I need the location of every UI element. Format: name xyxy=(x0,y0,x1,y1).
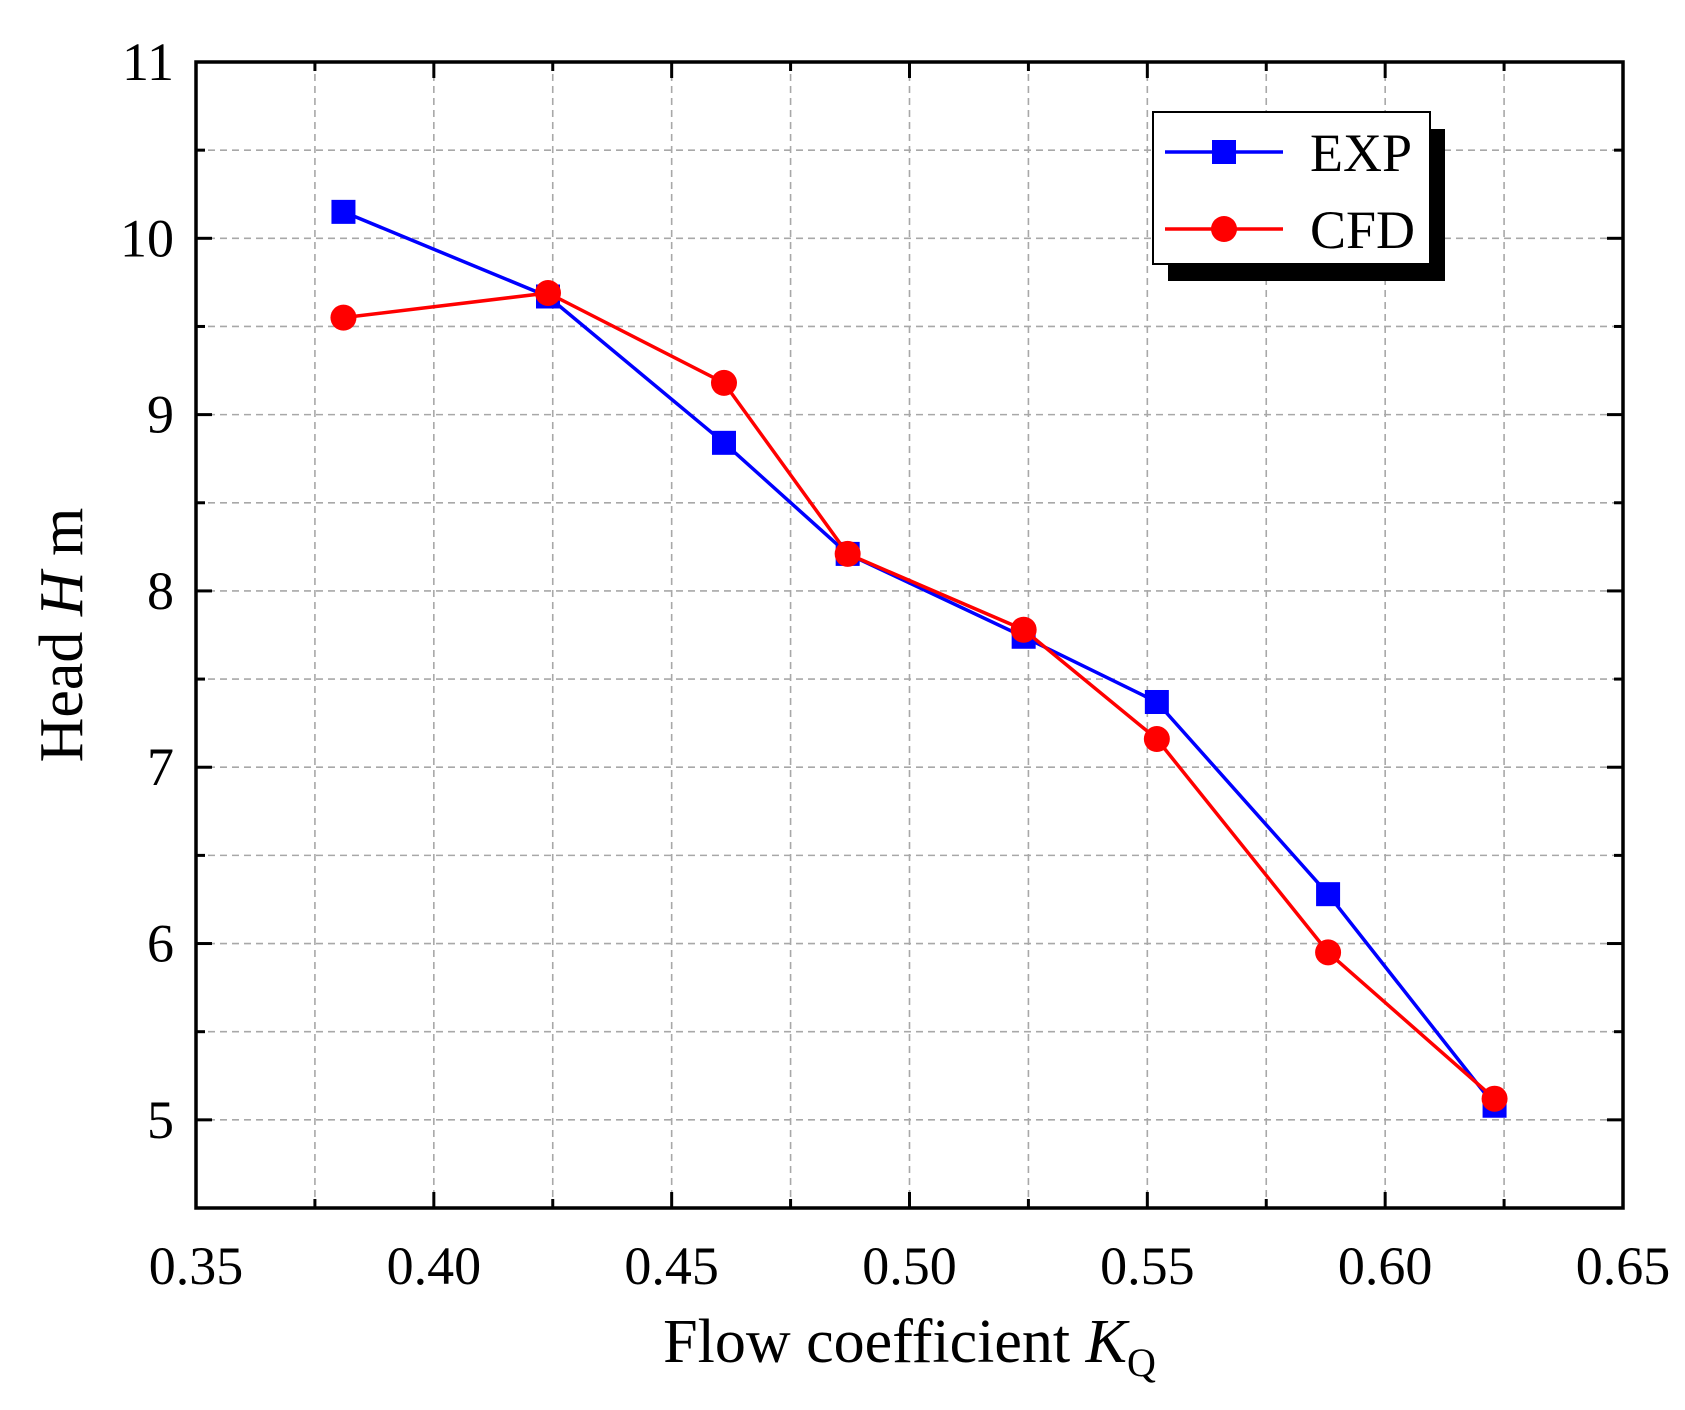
y-tick-label: 8 xyxy=(147,561,174,621)
data-point-cfd xyxy=(1010,616,1037,643)
series-cfd xyxy=(330,279,1508,1112)
legend-label-cfd: CFD xyxy=(1310,200,1415,260)
data-point-cfd xyxy=(710,369,737,396)
legend-label-exp: EXP xyxy=(1310,123,1412,183)
x-tick-label: 0.60 xyxy=(1338,1236,1433,1296)
x-tick-label: 0.40 xyxy=(387,1236,482,1296)
x-axis-title: Flow coefficient KQ xyxy=(663,1308,1156,1385)
y-tick-label: 9 xyxy=(147,385,174,445)
y-axis-title: Head H m xyxy=(28,508,96,763)
legend: EXP CFD xyxy=(1152,111,1445,281)
series-line-exp xyxy=(342,210,1496,1107)
y-tick-label: 5 xyxy=(147,1090,174,1150)
y-tick-label: 6 xyxy=(147,914,174,974)
y-tick-label: 11 xyxy=(122,32,174,92)
data-point-exp xyxy=(1144,689,1169,714)
series-line-cfd xyxy=(343,291,1496,1101)
legend-box xyxy=(1152,111,1431,265)
x-tick-label: 0.55 xyxy=(1100,1236,1195,1296)
data-point-cfd xyxy=(834,540,861,567)
data-point-cfd xyxy=(330,304,357,331)
data-point-cfd xyxy=(1481,1085,1508,1112)
data-point-cfd xyxy=(1143,726,1170,753)
legend-entries: EXP CFD xyxy=(1165,123,1415,260)
x-tick-label: 0.35 xyxy=(149,1236,244,1296)
x-tick-label: 0.45 xyxy=(624,1236,719,1296)
y-tick-label: 10 xyxy=(120,208,174,268)
legend-entry-exp: EXP xyxy=(1165,123,1412,183)
x-tick-label: 0.65 xyxy=(1576,1236,1671,1296)
data-point-exp xyxy=(711,430,736,455)
x-tick-label: 0.50 xyxy=(862,1236,957,1296)
x-tick-labels: 0.35 0.40 0.45 0.50 0.55 0.60 0.65 xyxy=(149,1236,1671,1296)
axis-ticks xyxy=(194,60,1625,1210)
data-point-cfd xyxy=(1315,939,1342,966)
legend-entry-cfd: CFD xyxy=(1165,200,1415,260)
data-point-exp xyxy=(1212,140,1236,164)
y-tick-label: 7 xyxy=(147,737,174,797)
data-point-cfd xyxy=(1211,216,1237,242)
y-tick-labels: 5 6 7 8 9 10 11 xyxy=(120,32,174,1150)
series-layer xyxy=(330,199,1508,1118)
data-point-cfd xyxy=(534,279,561,306)
data-point-exp xyxy=(1316,882,1341,907)
data-point-exp xyxy=(331,199,356,224)
